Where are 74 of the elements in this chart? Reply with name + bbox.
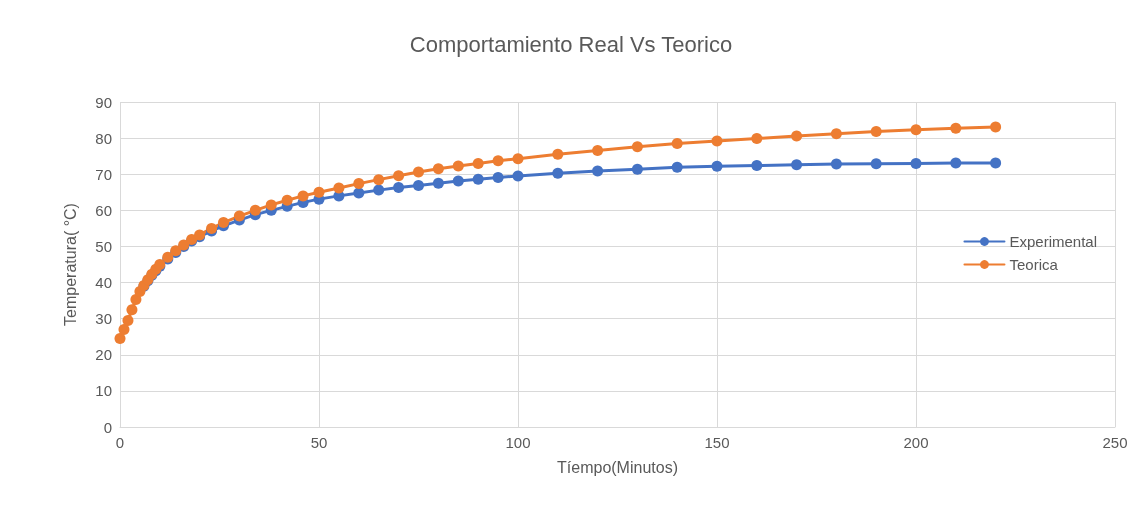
point [870,126,882,138]
x-tick-label: 100 [505,434,531,451]
point [552,148,564,160]
point [631,141,643,153]
y-tick-label: 60 [95,201,112,219]
point [265,199,277,211]
legend-label: Experimental [1009,233,1098,250]
point [791,159,803,171]
point [413,166,424,178]
point [393,182,405,194]
point [333,182,345,194]
point [472,157,484,169]
point [950,157,962,169]
point [492,171,504,183]
x-axis-title: Tíempo(Minutos) [557,458,678,476]
point [512,170,524,182]
point [393,170,405,182]
point [592,165,604,177]
point [910,124,922,136]
y-tick-label: 90 [95,93,112,111]
y-tick-label: 0 [103,418,112,436]
point [830,158,842,170]
point [791,130,803,142]
x-tick-label: 200 [903,434,929,451]
point [452,160,464,172]
point [413,179,424,191]
point [118,324,130,335]
point [990,121,1002,133]
point [313,186,325,198]
y-tick-label: 70 [95,165,112,183]
y-axis-title: Temperatura( °C) [61,203,79,326]
point [592,144,604,156]
point [353,187,365,199]
y-tick-label: 30 [95,310,112,328]
y-tick-label: 10 [95,382,112,400]
point [990,157,1002,169]
point [671,161,683,173]
point [830,128,842,140]
point [950,122,962,134]
point [432,177,444,189]
point [373,184,385,196]
point [452,175,464,187]
y-tick-label: 50 [95,237,112,255]
point [711,160,723,172]
point [751,160,763,172]
y-tick-label: 40 [95,274,112,292]
point [631,163,643,175]
point [353,178,365,190]
point [373,174,385,186]
y-tick-label: 20 [95,346,112,364]
x-tick-label: 50 [310,434,328,451]
x-tick-label: 150 [704,434,730,451]
point [492,155,504,167]
chart-title: Comportamiento Real Vs Teorico [409,31,733,57]
point [711,135,723,147]
point [512,153,524,165]
x-tick-label: 250 [1102,434,1128,451]
point [297,190,309,202]
point [751,132,763,144]
point [552,167,564,179]
point [122,314,134,326]
y-tick-label: 80 [95,129,112,147]
point [671,138,683,150]
point [910,157,922,169]
point [126,304,138,316]
point [249,204,261,216]
legend-label: Teorica [1009,256,1059,273]
x-tick-label: 0 [115,434,125,451]
point [281,194,293,206]
point [114,333,126,345]
point [432,163,444,175]
point [233,210,245,222]
point [870,158,882,170]
point [472,173,484,185]
